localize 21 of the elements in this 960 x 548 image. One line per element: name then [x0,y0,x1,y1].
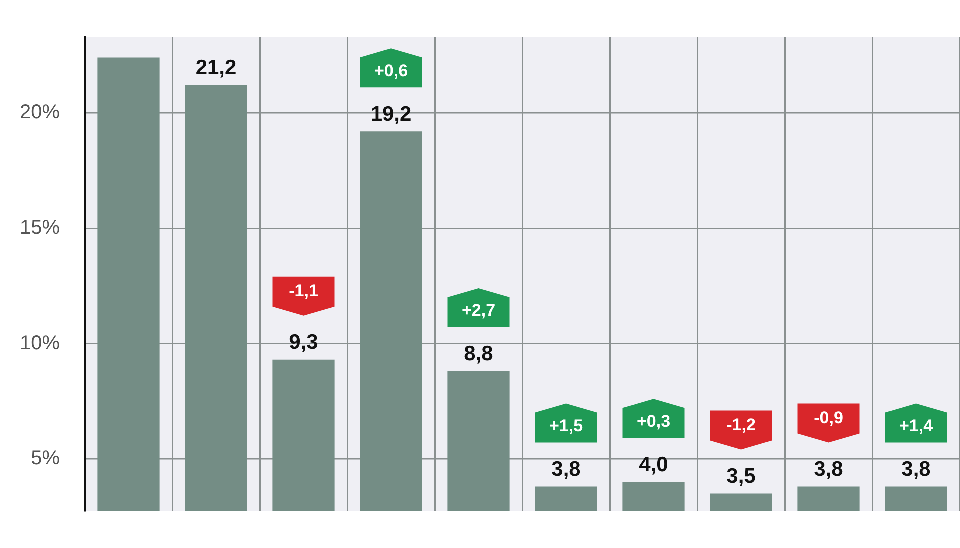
data-label: 21,2 [196,56,237,80]
annotation: +1,4 [899,416,934,436]
y-tick-label: 20% [20,102,60,124]
y-tick-label: 5% [31,448,60,470]
data-label: 4,0 [639,453,668,476]
annotation: -1,1 [289,282,318,301]
data-label: 3,8 [902,458,932,482]
y-tick-label: 15% [20,216,60,239]
data-label: 3,8 [814,458,844,482]
annotation: -1,2 [726,415,756,434]
annotation: +2,7 [462,301,496,320]
data-label: 9,3 [289,331,318,354]
data-label: 3,5 [726,465,756,488]
annotation: +0,6 [374,61,408,80]
annotation: +0,3 [636,412,671,431]
data-label: 19,2 [370,102,412,126]
annotation: -0,9 [814,408,844,428]
y-tick-label: 10% [20,332,60,354]
data-label: 8,8 [464,342,494,366]
data-label: 3,8 [552,458,582,482]
annotation: +1,5 [549,416,584,436]
